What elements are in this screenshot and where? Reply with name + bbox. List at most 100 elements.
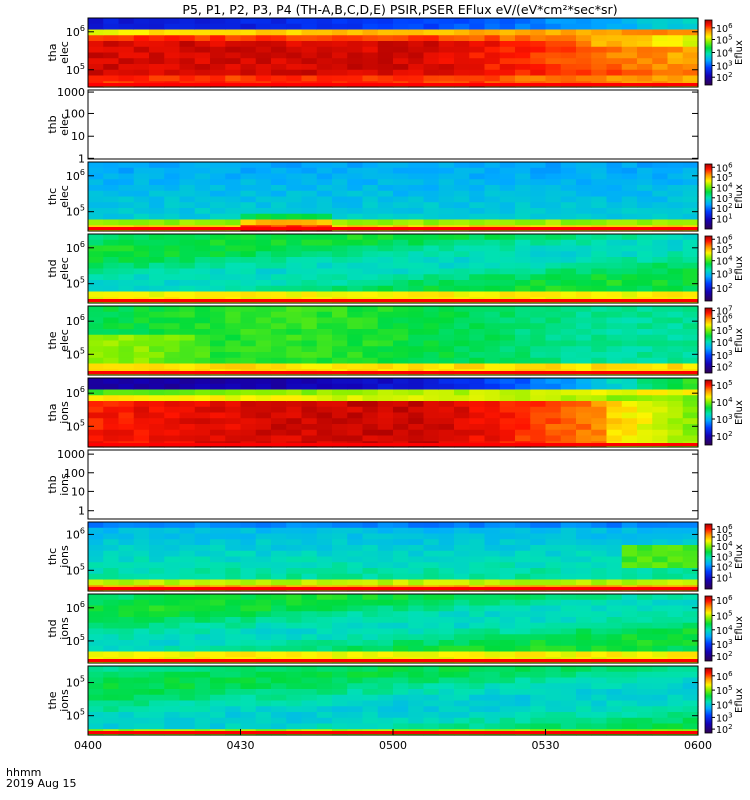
heat-cell [164, 346, 181, 353]
heat-cell [591, 185, 608, 192]
heat-cell [332, 329, 348, 336]
heat-cell [332, 41, 348, 48]
heat-cell [118, 666, 135, 673]
heat-cell [469, 262, 486, 270]
heat-cell [301, 389, 318, 396]
heat-cell [560, 412, 577, 419]
heat-cell [499, 677, 516, 684]
heat-cell [576, 167, 592, 175]
heat-cell [118, 190, 135, 198]
heat-cell [438, 280, 455, 287]
heat-cell [667, 424, 684, 431]
heat-cell [194, 611, 211, 618]
colorbar-label: Eflux [734, 544, 745, 569]
heat-cell [423, 683, 440, 690]
heat-cell [454, 706, 470, 713]
heat-cell [210, 683, 226, 690]
heat-cell [499, 196, 516, 203]
heat-cell [149, 401, 165, 408]
heat-cell [576, 352, 592, 359]
heat-cell [133, 363, 150, 370]
heat-cell [530, 429, 547, 437]
heat-cell [454, 323, 470, 330]
heat-cell [393, 219, 409, 226]
heat-cell [347, 406, 364, 414]
heat-cell [438, 689, 455, 696]
heat-cell [682, 401, 699, 408]
heat-cell [133, 594, 150, 601]
heat-cell [423, 208, 440, 215]
heat-cell [225, 666, 242, 673]
colorbar-tick-label: 102 [716, 361, 733, 374]
heat-cell [240, 594, 257, 601]
heat-cell [408, 689, 425, 696]
heat-cell [133, 29, 150, 36]
heat-cell [332, 666, 348, 673]
heat-cell [164, 23, 181, 31]
heat-cell [408, 527, 425, 535]
heat-cell [362, 268, 379, 275]
heat-cell [591, 346, 608, 353]
heat-cell [164, 52, 181, 59]
heat-cell [255, 389, 272, 396]
heat-cell [347, 239, 364, 247]
heat-cell [484, 412, 501, 419]
heat-cell [515, 285, 531, 293]
heat-cell [682, 706, 699, 713]
heat-cell [179, 418, 196, 425]
heat-cell [301, 262, 318, 270]
heat-cell [225, 689, 242, 696]
heat-cell [682, 694, 699, 702]
heat-cell [255, 29, 272, 36]
heat-cell [637, 323, 653, 330]
heat-cell [240, 352, 257, 359]
heat-cell [194, 285, 211, 293]
heat-cell [576, 640, 592, 647]
heat-cell [118, 395, 135, 402]
heat-cell [149, 219, 165, 226]
heat-cell [149, 550, 165, 558]
heat-cell [103, 285, 120, 293]
heat-cell [515, 208, 531, 215]
heat-cell [88, 401, 104, 408]
heat-cell [210, 579, 226, 586]
heat-cell [438, 628, 455, 635]
heat-cell [530, 185, 547, 192]
heat-cell [88, 41, 104, 48]
heat-cell [667, 219, 684, 226]
heat-cell [301, 594, 318, 601]
heat-cell [499, 239, 516, 247]
heat-cell [545, 280, 562, 287]
heat-cell [240, 395, 257, 402]
heat-cell [652, 634, 669, 641]
heat-cell [118, 346, 135, 353]
colorbar-label: Eflux [734, 616, 745, 641]
heat-cell [408, 383, 425, 391]
colorbar-tick-label: 104 [716, 698, 733, 711]
heat-cell [454, 257, 470, 264]
heat-cell [484, 208, 501, 215]
heat-cell [362, 671, 379, 679]
heat-cell [576, 406, 592, 414]
heat-cell [606, 683, 623, 690]
heat-cell [118, 291, 135, 298]
heat-cell [332, 75, 348, 82]
heat-cell [515, 306, 531, 313]
heat-cell [423, 196, 440, 203]
heat-cell [515, 18, 531, 25]
heat-cell [316, 562, 333, 569]
heat-cell [362, 285, 379, 293]
heat-cell [255, 190, 272, 198]
heat-cell [225, 412, 242, 419]
heat-cell [423, 167, 440, 175]
heat-cell [652, 208, 669, 215]
heat-cell [118, 23, 135, 31]
heat-cell [484, 418, 501, 425]
heat-cell [652, 306, 669, 313]
heat-cell [332, 334, 348, 342]
heat-cell [194, 306, 211, 313]
heat-cell [210, 18, 226, 25]
heat-cell [286, 383, 303, 391]
heat-cell [576, 262, 592, 270]
heat-cell [423, 285, 440, 293]
